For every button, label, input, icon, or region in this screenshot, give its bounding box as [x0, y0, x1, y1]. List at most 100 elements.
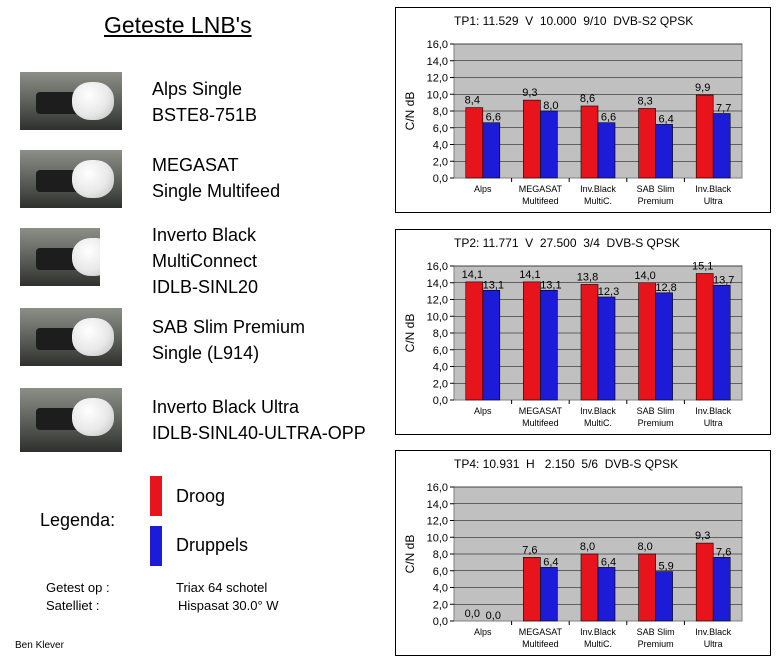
chart-tp4: TP4: 10.931 H 2.150 5/6 DVB-S QPSK 0,0 2,…: [395, 450, 771, 656]
chart-svg: 0,0 2,0 4,0 6,0 8,0 10,0 12,0 14,0 16,0 C/N dB 8,4…: [403, 39, 743, 206]
data-label: 6,6: [486, 112, 501, 124]
y-axis-label: C/N dB: [403, 314, 417, 353]
y-tick-label: 8,0: [433, 549, 448, 561]
bar: [540, 110, 558, 179]
x-tick-label: Inv.Black: [695, 184, 731, 194]
x-tick-label: MultiC.: [584, 639, 612, 649]
y-tick-label: 10,0: [427, 311, 448, 323]
chart-tp2: TP2: 11.771 V 27.500 3/4 DVB-S QPSK 0,0 2…: [395, 229, 771, 435]
y-tick-label: 6,0: [433, 566, 448, 578]
data-label: 13,8: [577, 271, 598, 283]
data-label: 6,4: [658, 113, 673, 125]
x-tick-label: Inv.Black: [695, 627, 731, 637]
data-label: 0,0: [486, 610, 501, 622]
y-tick-label: 6,0: [433, 123, 448, 135]
bar: [597, 122, 616, 179]
y-tick-label: 16,0: [427, 39, 448, 51]
bar: [695, 273, 714, 401]
lnb-photo: [20, 308, 122, 366]
x-tick-label: SAB Slim: [637, 184, 675, 194]
lnb-photo: [20, 228, 100, 286]
y-tick-label: 16,0: [427, 482, 448, 494]
bar: [523, 281, 541, 401]
data-label: 9,3: [522, 87, 537, 99]
bar: [695, 94, 714, 179]
y-tick-label: 2,0: [433, 378, 448, 390]
y-tick-label: 14,0: [427, 56, 448, 68]
y-tick-label: 2,0: [433, 599, 448, 611]
x-tick-label: MultiC.: [584, 196, 612, 206]
x-tick-label: Ultra: [704, 418, 723, 428]
y-tick-label: 0,0: [433, 395, 448, 407]
chart-svg: 0,0 2,0 4,0 6,0 8,0 10,0 12,0 14,0 16,0 C/N dB 0,0…: [403, 482, 743, 649]
legend-title: Legenda:: [40, 510, 116, 530]
y-tick-label: 12,0: [427, 295, 448, 307]
y-tick-label: 0,0: [433, 616, 448, 628]
bar: [465, 107, 484, 179]
y-tick-label: 4,0: [433, 583, 448, 595]
y-axis-label: C/N dB: [403, 92, 417, 131]
lnb-item-sab-slim: SAB Slim Premium Single (L914): [0, 308, 390, 382]
bar: [655, 124, 673, 179]
y-tick-label: 0,0: [433, 173, 448, 185]
x-tick-label: MEGASAT: [519, 184, 563, 194]
bar: [482, 122, 501, 179]
lnb-item-alps: Alps Single BSTE8-751B: [0, 68, 390, 138]
x-tick-label: Inv.Black: [580, 184, 616, 194]
bar: [523, 99, 541, 179]
data-label: 8,0: [637, 541, 652, 553]
satellite-label: Satelliet :: [46, 598, 100, 613]
legend-swatch-dry: [150, 476, 162, 516]
bar: [540, 289, 558, 401]
bar: [580, 284, 599, 401]
y-tick-label: 4,0: [433, 140, 448, 152]
tested-label: Getest op :: [46, 580, 110, 595]
x-tick-label: Inv.Black: [580, 627, 616, 637]
page-title: Geteste LNB's: [104, 12, 252, 38]
chart-title: TP2: 11.771 V 27.500 3/4 DVB-S QPSK: [454, 236, 680, 250]
bar: [638, 553, 656, 622]
data-label: 7,6: [716, 546, 731, 558]
data-label: 0,0: [465, 608, 480, 620]
bar: [712, 284, 731, 401]
bar: [695, 542, 714, 622]
bar: [638, 108, 656, 179]
lnb-item-inverto-ultra: Inverto Black Ultra IDLB-SINL40-ULTRA-OPP: [0, 388, 390, 458]
bar: [712, 557, 731, 622]
lnb-name: SAB Slim Premium Single (L914): [152, 317, 306, 363]
data-label: 13,1: [483, 279, 504, 291]
y-tick-label: 10,0: [427, 89, 448, 101]
data-label: 13,1: [540, 279, 561, 291]
bar: [712, 113, 731, 179]
y-tick-label: 12,0: [427, 516, 448, 528]
x-tick-label: MEGASAT: [519, 627, 563, 637]
x-tick-label: Inv.Black: [580, 406, 616, 416]
lnb-name: Inverto Black Ultra IDLB-SINL40-ULTRA-OPP: [152, 397, 366, 443]
data-label: 7,6: [522, 544, 537, 556]
data-label: 15,1: [692, 261, 713, 273]
bar: [597, 567, 616, 622]
data-label: 13,7: [713, 274, 734, 286]
lnb-item-inverto-black: Inverto Black MultiConnect IDLB-SINL20: [0, 222, 390, 297]
data-label: 8,0: [543, 100, 558, 112]
bar: [523, 557, 541, 622]
lnb-photo: [20, 150, 122, 208]
bar: [580, 553, 599, 622]
data-label: 9,9: [695, 82, 710, 94]
data-label: 14,1: [519, 269, 540, 281]
lnb-name: Alps Single BSTE8-751B: [152, 79, 258, 125]
chart-tp1: TP1: 11.529 V 10.000 9/10 DVB-S2 QPSK 0,…: [395, 7, 771, 213]
x-tick-label: Inv.Black: [695, 406, 731, 416]
y-tick-label: 6,0: [433, 345, 448, 357]
x-tick-label: Alps: [474, 184, 492, 194]
data-label: 8,4: [465, 95, 480, 107]
bar: [597, 296, 616, 401]
y-tick-label: 16,0: [427, 261, 448, 273]
data-label: 12,3: [598, 286, 619, 298]
lnb-photo: [20, 388, 122, 452]
bar: [482, 289, 501, 401]
y-tick-label: 14,0: [427, 499, 448, 511]
x-tick-label: Alps: [474, 627, 492, 637]
author-credit: Ben Klever: [15, 640, 64, 651]
data-label: 14,1: [462, 269, 483, 281]
